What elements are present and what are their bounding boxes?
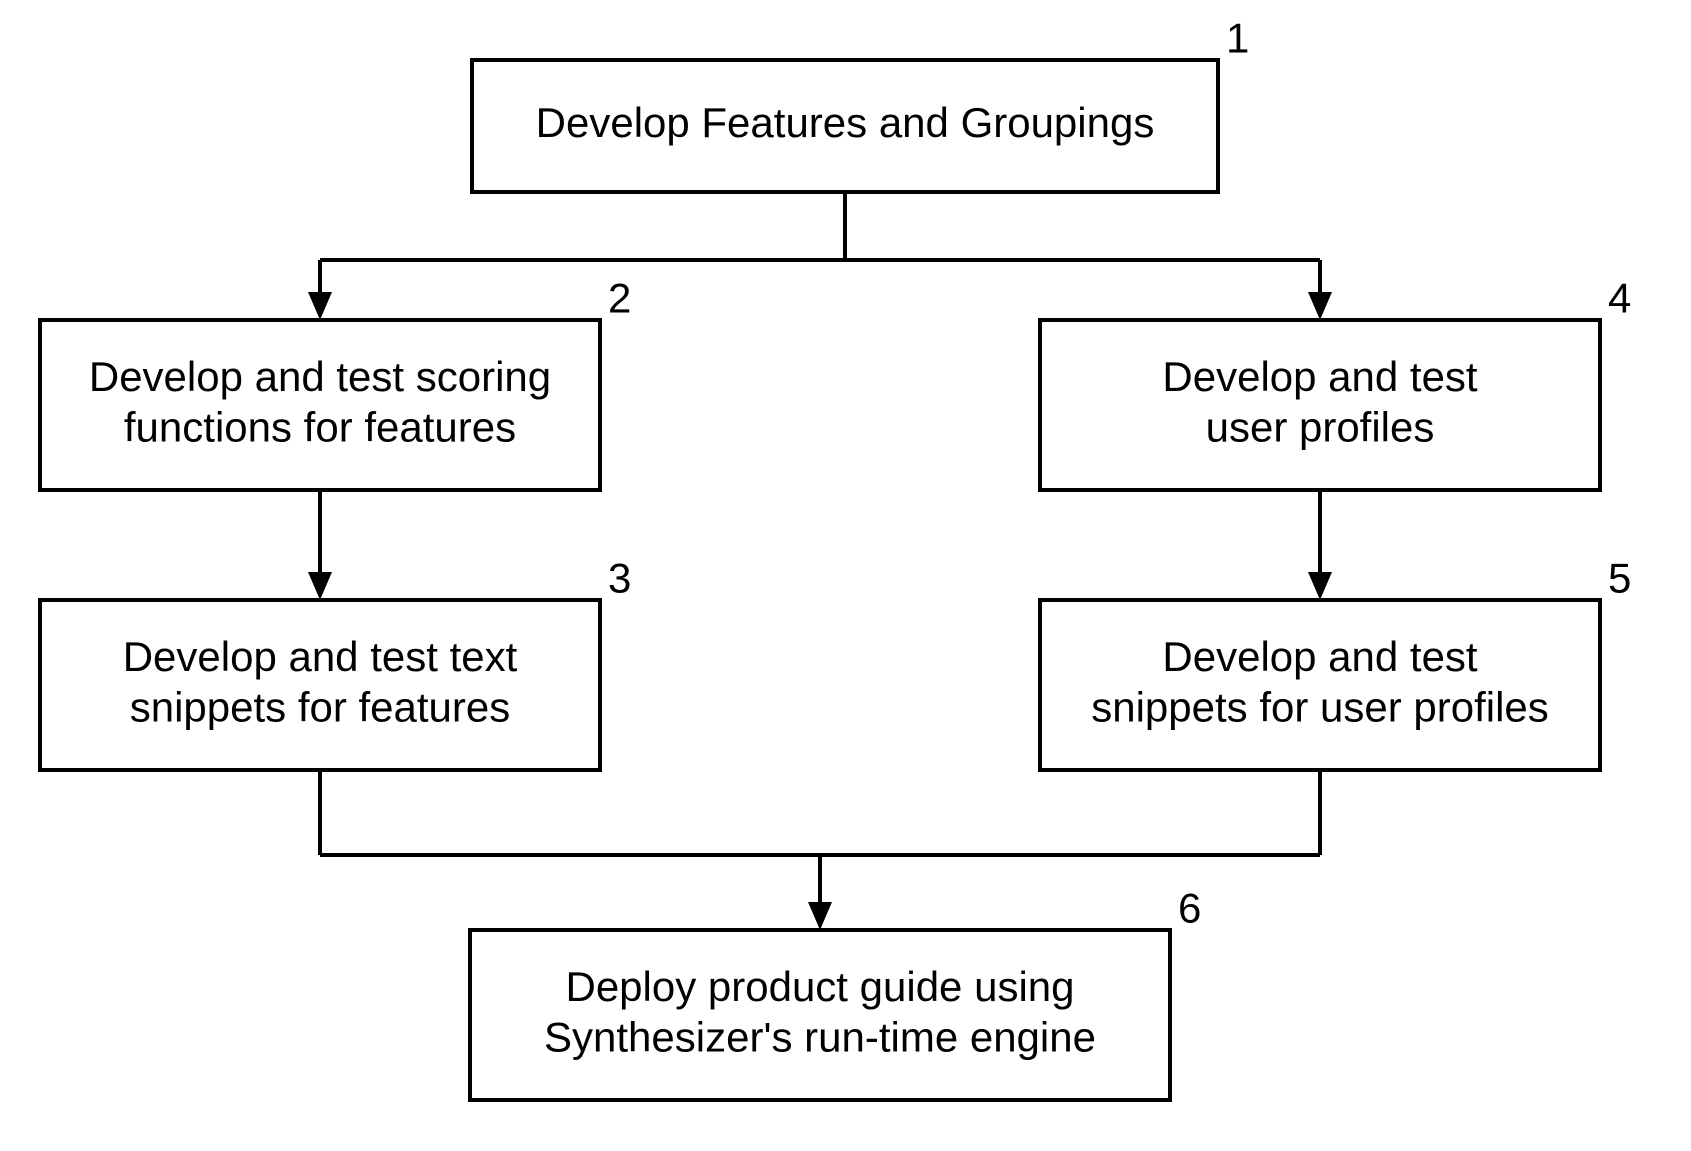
flow-node-number: 4 [1608,275,1631,322]
flow-node-label: functions for features [124,403,516,450]
flow-node-n2: Develop and test scoringfunctions for fe… [40,275,631,490]
flow-node-n1: Develop Features and Groupings 1 [472,15,1249,192]
flow-node-label: snippets for user profiles [1091,683,1549,730]
arrowhead [808,902,832,930]
flow-node-label: user profiles [1206,403,1435,450]
flow-node-n5: Develop and testsnippets for user profil… [1040,555,1631,770]
flow-node-label: Develop and test [1162,633,1478,680]
flow-node-number: 5 [1608,555,1631,602]
arrowhead [308,572,332,600]
flow-node-label: Develop and test scoring [89,353,551,400]
flow-node-number: 6 [1178,885,1201,932]
flow-node-n6: Deploy product guide usingSynthesizer's … [470,885,1201,1100]
flowchart-canvas: Develop Features and Groupings 1 Develop a… [0,0,1691,1151]
flow-node-number: 3 [608,555,631,602]
flow-node-label: Synthesizer's run-time engine [544,1013,1096,1060]
flow-node-n3: Develop and test textsnippets for featur… [40,555,631,770]
flow-node-label: Develop and test text [123,633,518,680]
flow-node-number: 2 [608,275,631,322]
flow-node-number: 1 [1226,15,1249,62]
flow-node-label: Develop and test [1162,353,1478,400]
flow-node-label: Deploy product guide using [565,963,1074,1010]
flow-node-label: snippets for features [130,683,511,730]
flow-node-label: Develop Features and Groupings [536,99,1155,146]
arrowhead [308,292,332,320]
flow-node-n4: Develop and testuser profiles 4 [1040,275,1631,490]
arrowhead [1308,572,1332,600]
arrowhead [1308,292,1332,320]
